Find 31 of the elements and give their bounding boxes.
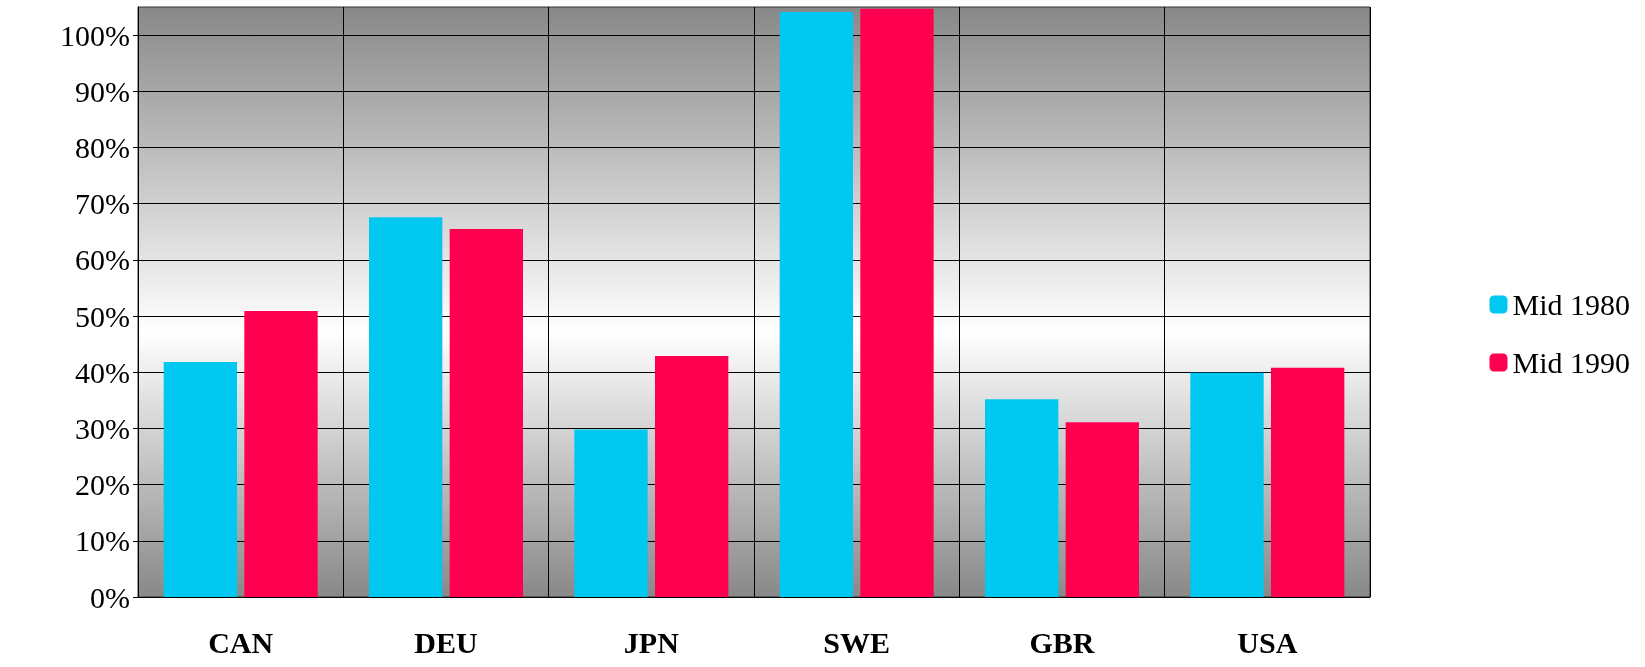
bar — [449, 228, 523, 597]
legend-label: Mid 1980 — [1512, 288, 1631, 321]
x-tick-label: CAN — [208, 625, 274, 659]
bar — [655, 355, 729, 597]
y-tick-label: 20% — [75, 468, 130, 502]
bar — [1190, 372, 1264, 597]
bar — [985, 399, 1059, 597]
y-tick-label: 10% — [75, 524, 130, 558]
y-tick-label: 30% — [75, 411, 130, 445]
y-tick-label: 70% — [75, 187, 130, 221]
x-tick-label: GBR — [1029, 625, 1095, 659]
x-tick-label: USA — [1237, 625, 1298, 659]
x-tick-label: SWE — [823, 625, 891, 659]
y-tick-label: 50% — [75, 299, 130, 333]
y-tick-label: 0% — [90, 580, 130, 614]
bar — [369, 217, 443, 597]
y-tick-label: 90% — [75, 74, 130, 108]
y-tick-label: 60% — [75, 243, 130, 277]
bar — [860, 8, 934, 597]
bar — [779, 12, 853, 597]
y-tick-label: 40% — [75, 355, 130, 389]
legend-label: Mid 1990 — [1512, 346, 1631, 379]
bar — [163, 362, 237, 597]
bar — [574, 429, 648, 597]
bar — [244, 310, 318, 597]
x-tick-label: JPN — [623, 625, 680, 659]
bar — [1271, 367, 1345, 597]
x-tick-label: DEU — [414, 625, 478, 659]
y-tick-label: 100% — [60, 18, 130, 52]
bar — [1065, 422, 1139, 597]
y-tick-label: 80% — [75, 130, 130, 164]
